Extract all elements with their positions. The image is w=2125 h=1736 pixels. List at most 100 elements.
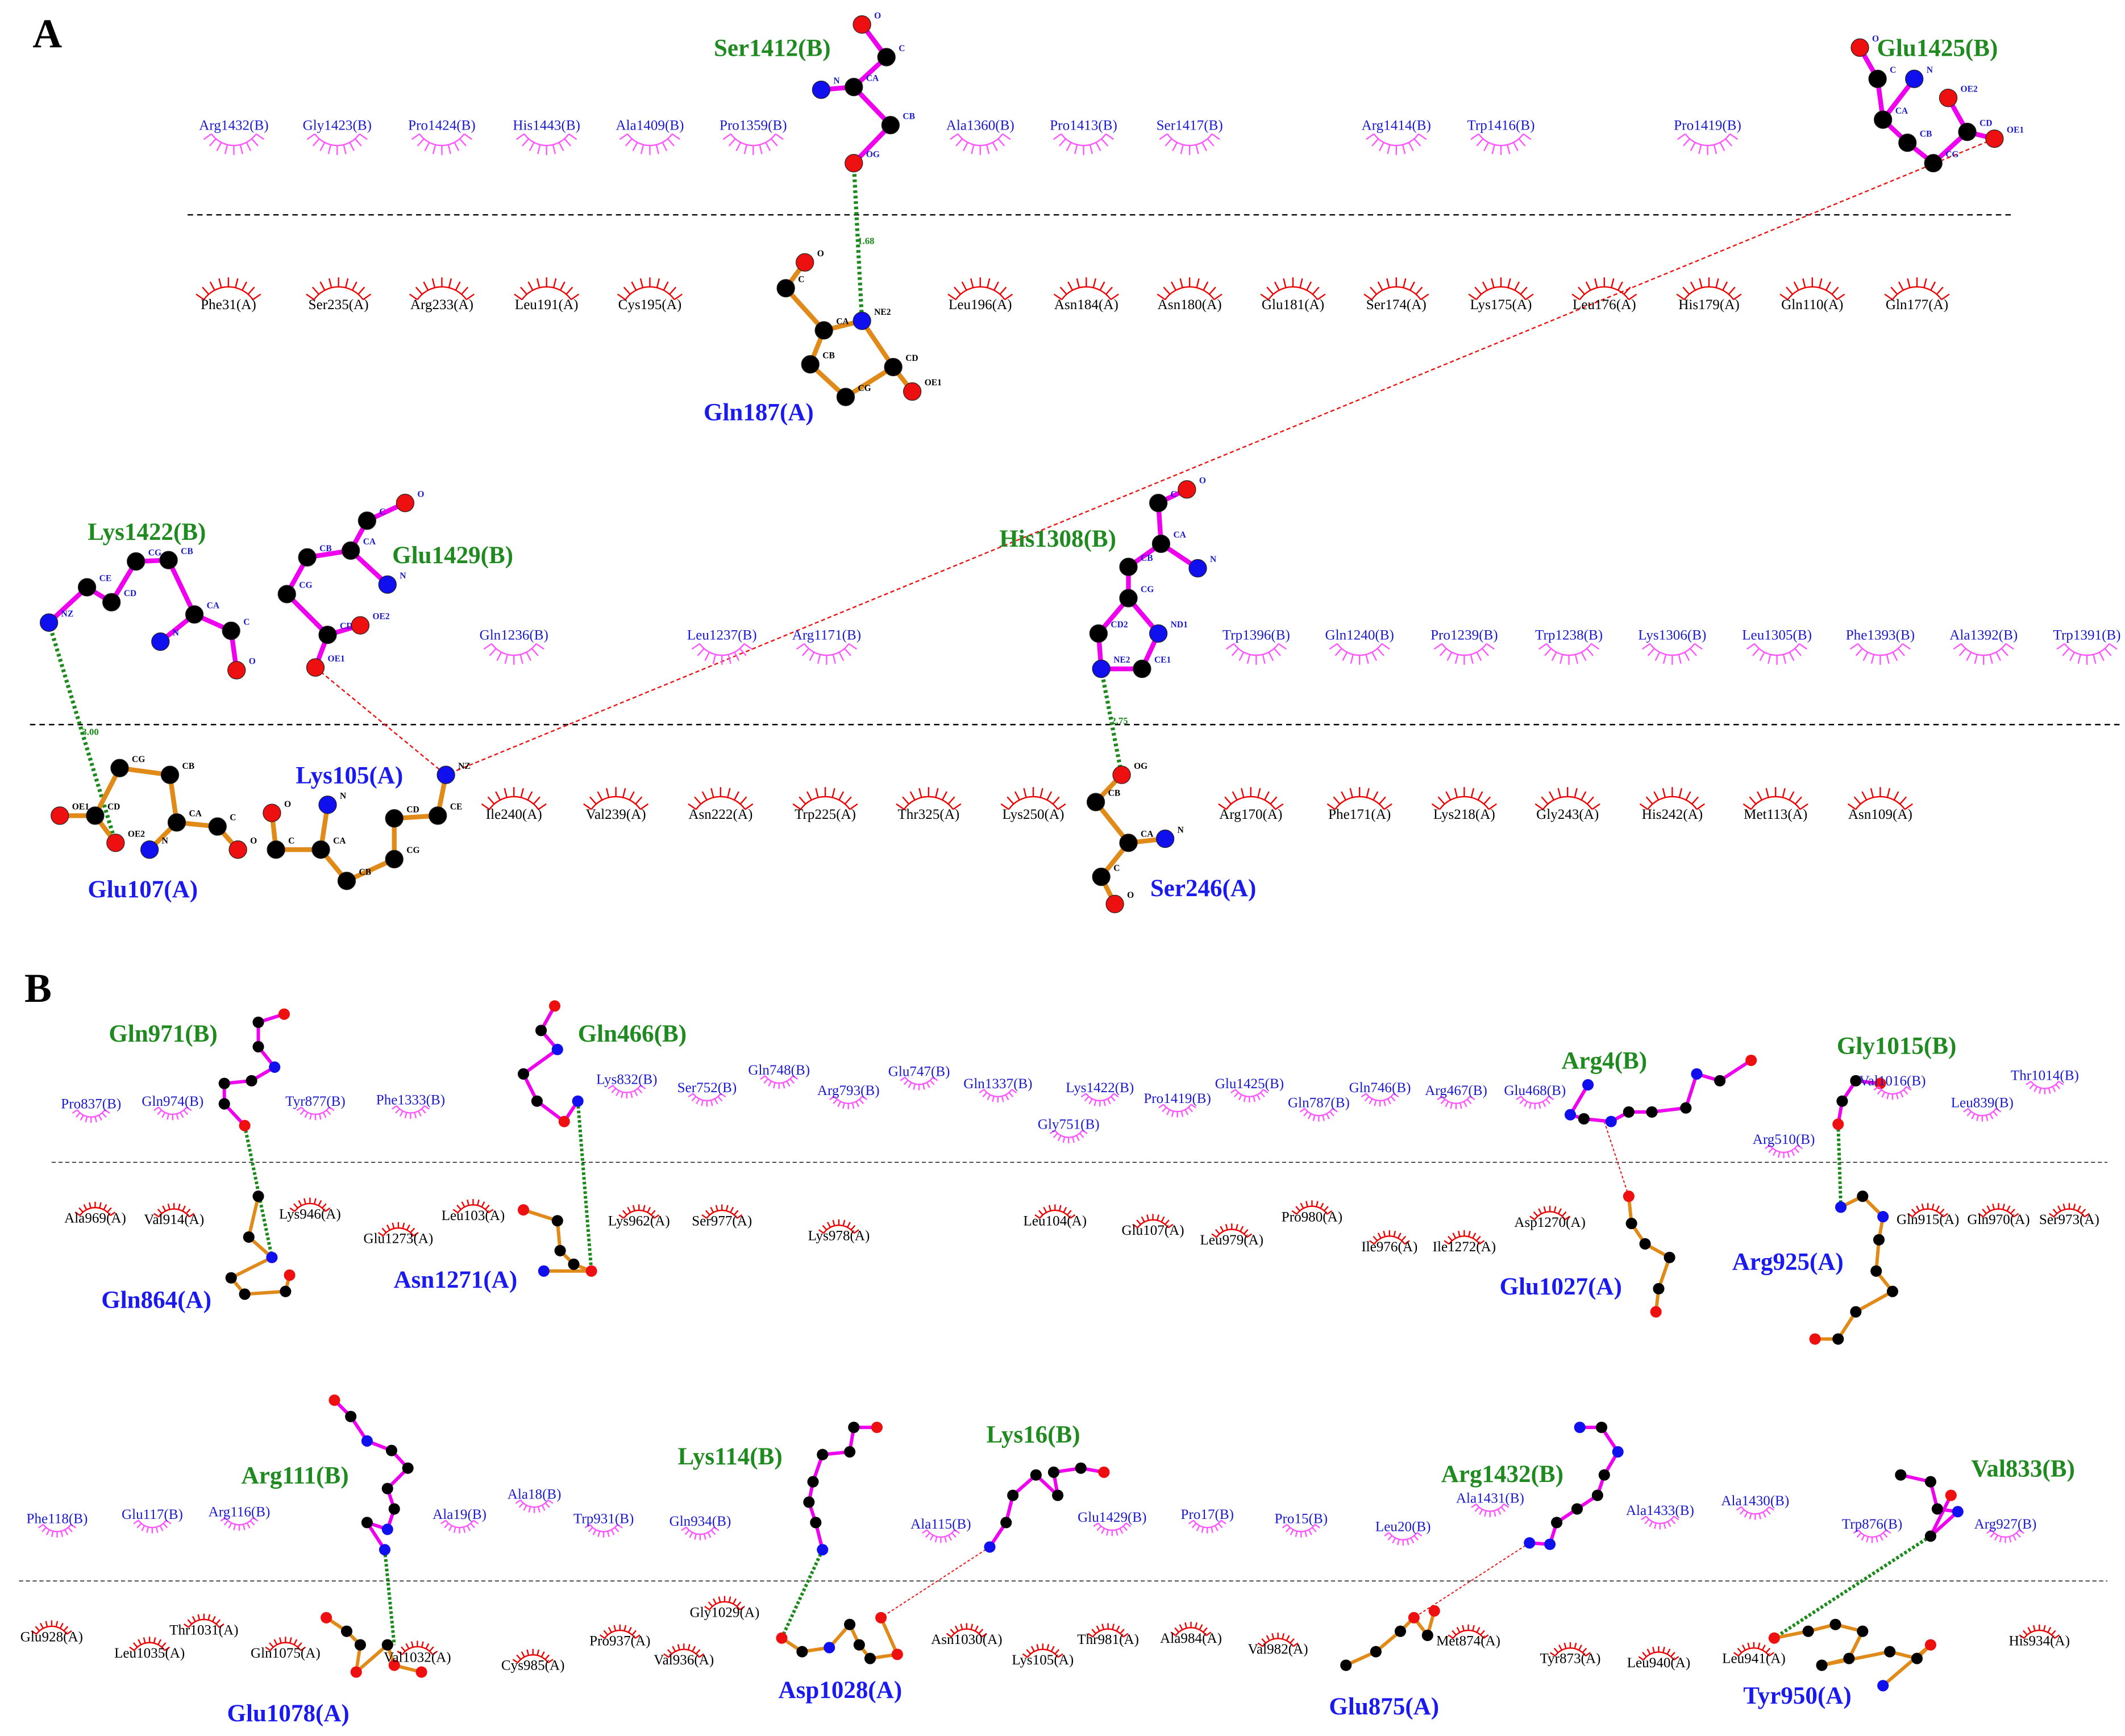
contact-arc bbox=[452, 1198, 494, 1214]
atom-label: CG bbox=[132, 755, 145, 764]
atom bbox=[1653, 1283, 1665, 1294]
atom-label: CB bbox=[181, 547, 193, 556]
molecule-label: Gln187(A) bbox=[704, 399, 814, 426]
panel-label: B bbox=[24, 965, 52, 1011]
contact-arc bbox=[619, 133, 681, 155]
contact-arc bbox=[1986, 1529, 2024, 1543]
atom-label: CB bbox=[1920, 129, 1932, 139]
atom bbox=[415, 1666, 427, 1678]
atom bbox=[776, 279, 795, 298]
contact-arc bbox=[1884, 277, 1950, 301]
residue-label: Val982(A) bbox=[1248, 1642, 1308, 1657]
residue-label: Ser235(A) bbox=[309, 297, 369, 313]
atom-label: C bbox=[1113, 863, 1120, 873]
atom-label: N bbox=[833, 76, 840, 86]
atom bbox=[1591, 1489, 1603, 1501]
covalent-bond bbox=[1567, 1059, 1752, 1123]
contact-arc bbox=[681, 1526, 720, 1541]
contact-arc bbox=[1847, 787, 1913, 810]
contact-arc bbox=[2048, 1203, 2090, 1218]
contact-arc bbox=[792, 787, 858, 810]
contact-arc bbox=[153, 1203, 195, 1218]
contact-arc bbox=[796, 643, 858, 665]
atom-label: CA bbox=[207, 601, 220, 611]
atom-label: OE1 bbox=[72, 802, 89, 812]
residue-label: Gln934(B) bbox=[669, 1514, 731, 1529]
atom bbox=[429, 806, 447, 825]
atom bbox=[1850, 1075, 1862, 1086]
atom bbox=[1578, 1113, 1590, 1125]
residue-label: Ala1409(B) bbox=[616, 118, 684, 133]
atom bbox=[385, 809, 404, 828]
atom bbox=[517, 1068, 530, 1080]
atom bbox=[836, 388, 855, 406]
residue-label: Arg510(B) bbox=[1753, 1132, 1815, 1147]
residue-label: Glu928(A) bbox=[20, 1629, 83, 1645]
atom-label: O bbox=[817, 249, 824, 259]
atom bbox=[1650, 1306, 1662, 1318]
panel-label: A bbox=[32, 11, 62, 57]
hydrogen-bond bbox=[780, 1548, 824, 1639]
atom bbox=[1149, 494, 1168, 513]
residue-label: Pro1419(B) bbox=[1143, 1091, 1211, 1106]
atom-label: CB bbox=[359, 867, 372, 877]
contact-arc bbox=[1873, 1086, 1912, 1100]
atom bbox=[278, 1008, 290, 1020]
atom-label: N bbox=[162, 836, 169, 846]
contact-arc bbox=[1000, 787, 1066, 810]
residue-label: Pro17(B) bbox=[1181, 1507, 1234, 1522]
residue-label: Leu1237(B) bbox=[687, 627, 757, 643]
atom bbox=[381, 1639, 393, 1651]
residue-label: Glu747(B) bbox=[888, 1064, 950, 1079]
atom bbox=[361, 1435, 373, 1447]
atom bbox=[845, 153, 863, 173]
atom bbox=[1112, 765, 1131, 784]
atom bbox=[340, 1625, 353, 1637]
contact-arc bbox=[377, 1222, 419, 1237]
atom bbox=[208, 817, 227, 836]
atom-label: O bbox=[250, 836, 257, 846]
atom bbox=[1985, 129, 2004, 148]
atom bbox=[1119, 834, 1138, 852]
atom bbox=[1133, 659, 1151, 678]
residue-label: Arg233(A) bbox=[410, 297, 473, 313]
residue-label: Gln177(A) bbox=[1886, 297, 1948, 313]
atom bbox=[803, 1496, 815, 1508]
atom bbox=[853, 311, 871, 330]
atom bbox=[388, 1503, 400, 1515]
atom bbox=[51, 806, 69, 825]
atom-label: O bbox=[249, 657, 256, 667]
atom bbox=[106, 834, 125, 852]
atom bbox=[844, 1446, 856, 1458]
residue-label: Phe1333(B) bbox=[376, 1093, 445, 1108]
atom-label: O bbox=[874, 11, 881, 20]
contact-arc bbox=[203, 133, 265, 155]
atom bbox=[1421, 1629, 1433, 1641]
residue-label: Glu1429(B) bbox=[1078, 1510, 1146, 1525]
residue-label: Pro1419(B) bbox=[1674, 118, 1741, 133]
contact-arc bbox=[1471, 1503, 1509, 1517]
atom bbox=[1874, 1077, 1886, 1089]
contact-arc bbox=[514, 277, 580, 301]
contact-arc bbox=[183, 1613, 224, 1628]
residue-label: Pro1424(B) bbox=[408, 118, 476, 133]
residue-label: Ala1392(B) bbox=[1949, 627, 2018, 643]
atom bbox=[844, 1618, 856, 1630]
bond-distance: 3.00 bbox=[82, 726, 98, 737]
residue-label: Leu104(A) bbox=[1024, 1213, 1087, 1229]
contact-arc bbox=[1779, 277, 1845, 301]
atom bbox=[1877, 1680, 1889, 1692]
residue-label: Arg793(B) bbox=[817, 1083, 880, 1098]
atom bbox=[1874, 110, 1893, 129]
hydrogen-bond bbox=[1836, 1124, 1843, 1208]
residue-label: Gln1236(B) bbox=[480, 627, 548, 643]
contact-arc bbox=[1158, 1104, 1197, 1118]
contact-arc bbox=[38, 1523, 76, 1538]
atom bbox=[1571, 1503, 1583, 1515]
residue-label: His934(A) bbox=[2009, 1634, 2070, 1649]
contact-arc bbox=[516, 133, 577, 155]
residue-label: Ala1360(B) bbox=[946, 118, 1014, 133]
atom bbox=[1873, 1234, 1885, 1246]
atom bbox=[361, 1517, 373, 1529]
residue-label: His179(A) bbox=[1678, 297, 1739, 313]
